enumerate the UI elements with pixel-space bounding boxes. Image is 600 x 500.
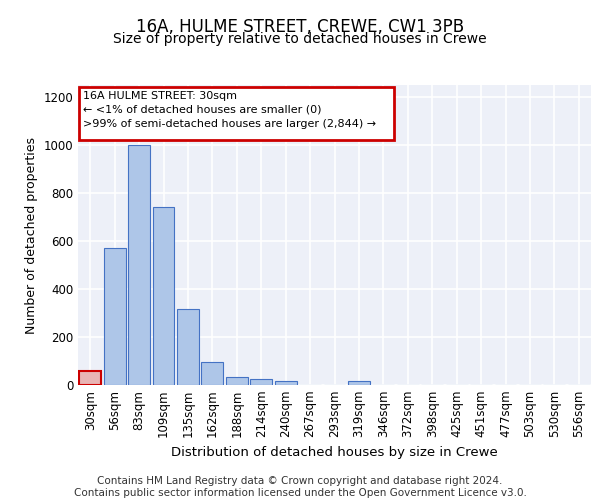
Bar [226,376,248,385]
FancyBboxPatch shape [79,88,394,140]
Bar [152,208,175,385]
Y-axis label: Number of detached properties: Number of detached properties [25,136,38,334]
Bar [104,248,125,385]
Bar [275,382,296,385]
Bar [128,145,150,385]
Bar [177,310,199,385]
Text: 16A, HULME STREET, CREWE, CW1 3PB: 16A, HULME STREET, CREWE, CW1 3PB [136,18,464,36]
Text: 16A HULME STREET: 30sqm
← <1% of detached houses are smaller (0)
>99% of semi-de: 16A HULME STREET: 30sqm ← <1% of detache… [83,91,376,129]
X-axis label: Distribution of detached houses by size in Crewe: Distribution of detached houses by size … [171,446,498,459]
Bar [250,379,272,385]
Bar [202,362,223,385]
Bar [79,370,101,385]
Text: Size of property relative to detached houses in Crewe: Size of property relative to detached ho… [113,32,487,46]
Bar [348,382,370,385]
Text: Contains HM Land Registry data © Crown copyright and database right 2024.
Contai: Contains HM Land Registry data © Crown c… [74,476,526,498]
Bar [79,370,101,385]
